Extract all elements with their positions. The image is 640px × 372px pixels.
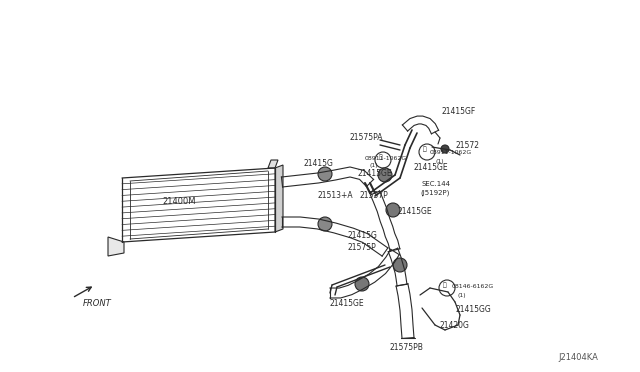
- Circle shape: [441, 145, 449, 153]
- Polygon shape: [275, 165, 283, 232]
- Text: (1): (1): [435, 158, 444, 164]
- Text: 21575PA: 21575PA: [350, 134, 383, 142]
- Circle shape: [393, 258, 407, 272]
- Text: 21572: 21572: [455, 141, 479, 151]
- Text: 21575P: 21575P: [348, 243, 377, 251]
- Text: J21404KA: J21404KA: [558, 353, 598, 362]
- Text: 21415GE: 21415GE: [398, 208, 433, 217]
- Text: 21415GE: 21415GE: [330, 298, 365, 308]
- Text: 21415GF: 21415GF: [441, 108, 476, 116]
- Text: 21420G: 21420G: [440, 321, 470, 330]
- Text: 21415GE: 21415GE: [413, 164, 447, 173]
- Polygon shape: [108, 237, 124, 256]
- Text: 08146-6162G: 08146-6162G: [452, 285, 494, 289]
- Text: 08911-1062G: 08911-1062G: [365, 155, 407, 160]
- Text: 21575PB: 21575PB: [390, 343, 424, 353]
- Text: (1): (1): [458, 294, 467, 298]
- Text: 21415GG: 21415GG: [455, 305, 491, 314]
- Text: 21513+A: 21513+A: [318, 190, 354, 199]
- Text: Ⓝ: Ⓝ: [423, 146, 427, 152]
- Circle shape: [318, 167, 332, 181]
- Text: Ⓝ: Ⓝ: [379, 154, 383, 160]
- Circle shape: [318, 217, 332, 231]
- Text: (1): (1): [370, 164, 379, 169]
- Circle shape: [386, 203, 400, 217]
- Text: 21415G: 21415G: [303, 158, 333, 167]
- Text: 21415G: 21415G: [348, 231, 378, 240]
- Text: 08911-1062G: 08911-1062G: [430, 150, 472, 154]
- Text: 21537P: 21537P: [360, 192, 388, 201]
- Text: FRONT: FRONT: [83, 298, 112, 308]
- Text: 21400M: 21400M: [162, 198, 195, 206]
- Polygon shape: [268, 160, 278, 168]
- Text: Ⓑ: Ⓑ: [443, 282, 447, 288]
- Text: 21415GE: 21415GE: [358, 169, 392, 177]
- Text: SEC.144: SEC.144: [422, 181, 451, 187]
- Circle shape: [355, 277, 369, 291]
- Text: (J5192P): (J5192P): [420, 190, 449, 196]
- Circle shape: [378, 168, 392, 182]
